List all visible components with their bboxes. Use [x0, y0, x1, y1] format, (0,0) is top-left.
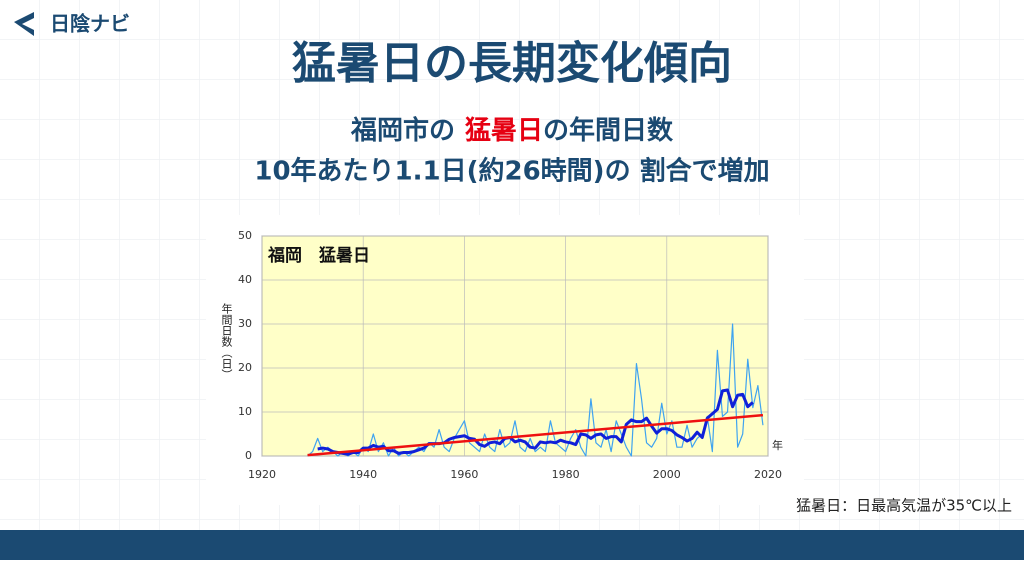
- x-tick-label: 1940: [349, 468, 377, 481]
- x-tick-label: 1960: [450, 468, 478, 481]
- x-tick-label: 2020: [754, 468, 782, 481]
- footnote: 猛暑日：日最高気温が35℃以上: [796, 497, 1012, 515]
- logo: 日陰ナビ: [50, 12, 130, 36]
- subtitle-part: の年間日数: [543, 115, 674, 146]
- x-tick-label: 2000: [653, 468, 681, 481]
- y-tick-label: 0: [245, 449, 252, 462]
- trend-line: [307, 413, 764, 457]
- y-tick-label: 30: [238, 317, 252, 330]
- footer-bar: [0, 530, 1024, 560]
- title: 猛暑日の長期変化傾向: [292, 38, 732, 89]
- subtitle-highlight: 猛暑日: [464, 116, 543, 146]
- y-axis-label: 年間日数（日）: [220, 302, 233, 380]
- subtitle: 福岡市の 猛暑日の年間日数: [350, 115, 674, 146]
- chart-title: 福岡 猛暑日: [267, 245, 370, 266]
- y-tick-label: 40: [238, 273, 252, 286]
- x-axis-label: 年: [772, 438, 783, 452]
- x-tick-label: 1980: [552, 468, 580, 481]
- logo-icon: [14, 12, 34, 36]
- x-tick-label: 1920: [248, 468, 276, 481]
- subtitle: 10年あたり1.1日(約26時間)の 割合で増加: [254, 156, 769, 187]
- subtitle-part: 福岡市の: [350, 115, 455, 146]
- data-line: [317, 388, 754, 456]
- y-tick-label: 10: [238, 405, 252, 418]
- data-line: [307, 323, 764, 457]
- y-tick-label: 50: [238, 229, 252, 242]
- y-tick-label: 20: [238, 361, 252, 374]
